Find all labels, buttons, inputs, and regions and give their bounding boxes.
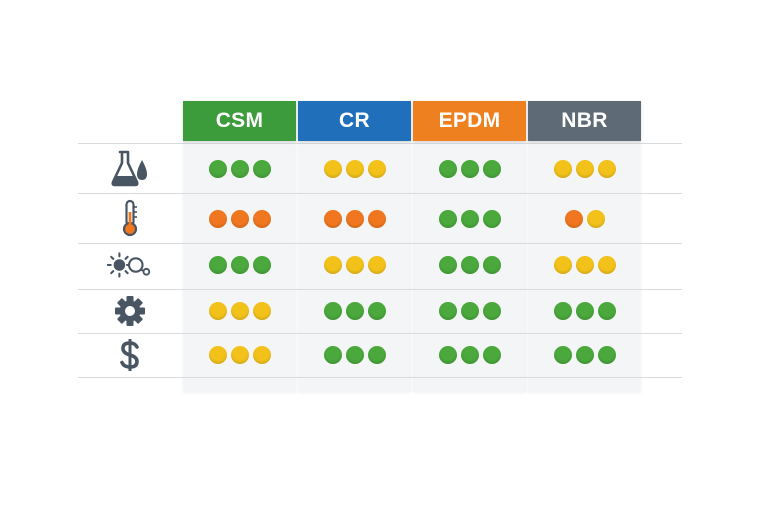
- rating-dot-green: [575, 346, 594, 364]
- rating-dot-yellow: [575, 256, 594, 274]
- rating-dot-green: [323, 302, 342, 320]
- rating-dot-yellow: [345, 256, 364, 274]
- rating-dot-yellow: [575, 160, 594, 178]
- rating-cell: [528, 250, 641, 280]
- rating-dot-green: [460, 302, 479, 320]
- rating-dot-green: [460, 346, 479, 364]
- rating-dot-yellow: [553, 256, 572, 274]
- rating-dot-yellow: [597, 256, 616, 274]
- rating-cell: [528, 340, 641, 370]
- rating-dot-green: [482, 160, 501, 178]
- row-divider: [78, 193, 682, 194]
- rating-dot-green: [323, 346, 342, 364]
- rating-dot-yellow: [208, 346, 227, 364]
- rating-dot-green: [438, 256, 457, 274]
- rating-cell: [413, 340, 526, 370]
- dollar-icon: [104, 335, 156, 375]
- rating-cell: [413, 204, 526, 234]
- row-divider: [78, 333, 682, 334]
- row-divider: [78, 289, 682, 290]
- rating-cell: [183, 340, 296, 370]
- rating-dot-green: [345, 302, 364, 320]
- row-divider: [78, 143, 682, 144]
- rating-dot-orange: [367, 210, 386, 228]
- rating-dot-green: [553, 346, 572, 364]
- rating-cell: [183, 250, 296, 280]
- rating-dot-yellow: [323, 160, 342, 178]
- rating-dot-green: [438, 302, 457, 320]
- rating-cell: [183, 154, 296, 184]
- rating-dot-yellow: [252, 346, 271, 364]
- rating-dot-green: [482, 346, 501, 364]
- rating-dot-green: [438, 160, 457, 178]
- rating-cell: [413, 154, 526, 184]
- gear-icon: [104, 291, 156, 331]
- rating-cell: [528, 154, 641, 184]
- rating-cell: [413, 250, 526, 280]
- rating-dot-green: [230, 160, 249, 178]
- rating-dot-yellow: [230, 302, 249, 320]
- rating-cell: [298, 340, 411, 370]
- row-divider: [78, 377, 682, 378]
- rating-dot-green: [553, 302, 572, 320]
- rating-dot-yellow: [345, 160, 364, 178]
- rating-dot-yellow: [252, 302, 271, 320]
- rating-dot-green: [460, 160, 479, 178]
- rating-dot-green: [345, 346, 364, 364]
- rating-dot-green: [208, 160, 227, 178]
- rating-dot-green: [252, 256, 271, 274]
- rating-cell: [183, 296, 296, 326]
- weather-sun-ozone-icon: [104, 245, 156, 285]
- rating-dot-green: [460, 210, 479, 228]
- rating-cell: [183, 204, 296, 234]
- rating-dot-green: [597, 302, 616, 320]
- rating-dot-green: [482, 256, 501, 274]
- rating-dot-green: [482, 302, 501, 320]
- rating-dot-green: [367, 346, 386, 364]
- rating-dot-yellow: [597, 160, 616, 178]
- rating-dot-orange: [564, 210, 583, 228]
- column-header-label: NBR: [561, 109, 608, 132]
- rating-dot-orange: [208, 210, 227, 228]
- rating-dot-green: [230, 256, 249, 274]
- thermometer-icon: [104, 198, 156, 238]
- column-header-cr: CR: [298, 101, 411, 141]
- rating-dot-yellow: [586, 210, 605, 228]
- rating-dot-green: [367, 302, 386, 320]
- rating-dot-green: [438, 210, 457, 228]
- rating-dot-green: [438, 346, 457, 364]
- rating-cell: [413, 296, 526, 326]
- rating-cell: [298, 154, 411, 184]
- column-header-csm: CSM: [183, 101, 296, 141]
- rating-dot-orange: [323, 210, 342, 228]
- rating-dot-green: [252, 160, 271, 178]
- chemical-flask-icon: [104, 148, 156, 188]
- rating-dot-yellow: [208, 302, 227, 320]
- rating-dot-green: [482, 210, 501, 228]
- rating-dot-yellow: [323, 256, 342, 274]
- rating-dot-yellow: [230, 346, 249, 364]
- rating-cell: [298, 296, 411, 326]
- column-header-label: CSM: [215, 109, 264, 132]
- rating-cell: [528, 204, 641, 234]
- rating-dot-orange: [252, 210, 271, 228]
- rating-dot-orange: [345, 210, 364, 228]
- rating-dot-yellow: [367, 256, 386, 274]
- rating-cell: [298, 204, 411, 234]
- rating-dot-green: [460, 256, 479, 274]
- column-header-nbr: NBR: [528, 101, 641, 141]
- rating-dot-green: [575, 302, 594, 320]
- row-divider: [78, 243, 682, 244]
- column-header-epdm: EPDM: [413, 101, 526, 141]
- rating-dot-yellow: [553, 160, 572, 178]
- column-header-label: CR: [339, 109, 370, 132]
- rating-dot-green: [208, 256, 227, 274]
- rating-cell: [528, 296, 641, 326]
- rating-dot-yellow: [367, 160, 386, 178]
- rating-dot-green: [597, 346, 616, 364]
- rating-cell: [298, 250, 411, 280]
- column-header-label: EPDM: [438, 109, 501, 132]
- rating-dot-orange: [230, 210, 249, 228]
